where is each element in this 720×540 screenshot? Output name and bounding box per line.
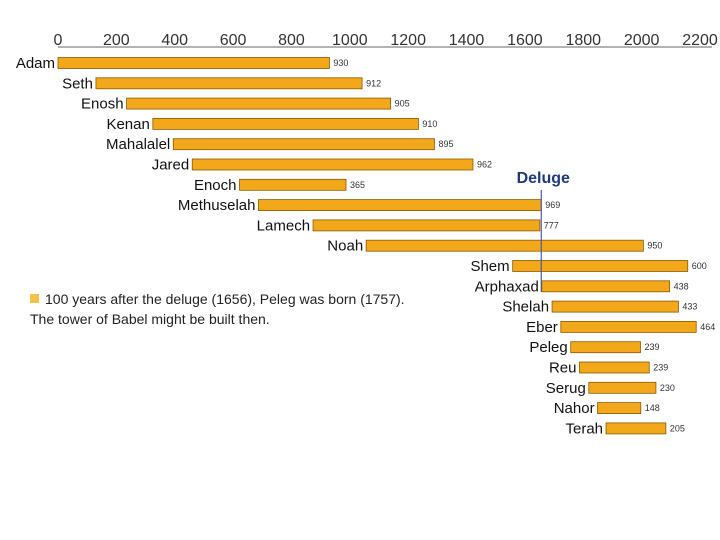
- name-label: Eber: [526, 319, 558, 336]
- x-tick-labels: 0 200 400 600 800 1000 1200 1400 1600 1800 2000 220…: [54, 32, 718, 49]
- name-label: Serug: [546, 380, 586, 397]
- x-tick-label: 200: [103, 32, 130, 49]
- bar-enoch: [239, 178, 347, 191]
- x-tick-label: 1800: [565, 32, 601, 49]
- name-label: Nahor: [554, 400, 595, 417]
- name-label: Shelah: [502, 299, 549, 316]
- x-tick-label: 400: [161, 32, 188, 49]
- bar-lamech: [312, 219, 541, 232]
- value-label: 910: [422, 119, 437, 129]
- value-label: 433: [682, 302, 697, 312]
- name-label: Reu: [549, 360, 577, 377]
- note-text: 100 years after the deluge (1656), Peleg…: [30, 289, 405, 329]
- x-tick-label: 1000: [332, 32, 368, 49]
- bar-enosh: [126, 97, 392, 110]
- bar-seth: [95, 77, 363, 90]
- value-label: 777: [544, 220, 559, 230]
- bar-jared: [191, 158, 474, 171]
- bar-terah: [605, 422, 667, 435]
- value-label: 239: [653, 363, 668, 373]
- bar-noah: [365, 239, 644, 252]
- name-label: Adam: [16, 55, 55, 72]
- bar-methuselah: [258, 199, 542, 212]
- value-label: 930: [333, 58, 348, 68]
- name-label: Noah: [327, 238, 363, 255]
- deluge-label: Deluge: [517, 170, 570, 187]
- value-label: 205: [670, 423, 685, 433]
- value-label: 950: [647, 241, 662, 251]
- name-label: Terah: [566, 420, 604, 437]
- value-label: 365: [350, 180, 365, 190]
- name-label: Enosh: [81, 96, 124, 113]
- name-label: Shem: [470, 258, 509, 275]
- note-line-2: The tower of Babel might be built then.: [30, 311, 270, 327]
- value-label: 464: [700, 322, 715, 332]
- annotations: Deluge: [517, 170, 570, 292]
- value-label: 600: [692, 261, 707, 271]
- name-label: Mahalalel: [106, 136, 170, 153]
- value-label: 239: [644, 342, 659, 352]
- x-tick-label: 2200: [682, 32, 718, 49]
- value-label: 962: [477, 160, 492, 170]
- bar-shem: [512, 260, 689, 272]
- x-tick-label: 600: [220, 32, 247, 49]
- name-label: Methuselah: [178, 197, 256, 214]
- x-tick-label: 0: [54, 32, 63, 49]
- bar-adam: [57, 57, 330, 69]
- bar-nahor: [597, 402, 642, 415]
- x-tick-label: 1600: [507, 32, 543, 49]
- name-label: Peleg: [529, 339, 567, 356]
- x-tick-label: 1200: [390, 32, 426, 49]
- value-label: 905: [395, 99, 410, 109]
- value-label: 912: [366, 78, 381, 88]
- bullet-icon: [30, 294, 39, 303]
- name-label: Arphaxad: [475, 278, 539, 295]
- name-label: Lamech: [257, 217, 310, 234]
- bar-kenan: [152, 118, 419, 130]
- x-tick-label: 800: [278, 32, 305, 49]
- note-line-1: 100 years after the deluge (1656), Peleg…: [30, 289, 405, 309]
- bar-serug: [588, 381, 657, 394]
- bar-reu: [579, 361, 650, 374]
- bar-eber: [560, 320, 697, 333]
- value-label: 969: [545, 200, 560, 210]
- name-label: Kenan: [106, 116, 149, 133]
- name-label: Jared: [152, 157, 190, 174]
- x-tick-label: 1400: [449, 32, 485, 49]
- name-label: Seth: [62, 75, 93, 92]
- bar-arphaxad: [541, 280, 671, 293]
- value-label: 438: [674, 281, 689, 291]
- bar-peleg: [570, 341, 641, 354]
- name-label: Enoch: [194, 177, 237, 194]
- bars: [57, 57, 697, 435]
- value-label: 148: [645, 403, 660, 413]
- value-label: 895: [438, 139, 453, 149]
- bar-mahalalel: [172, 138, 435, 151]
- bar-shelah: [551, 300, 679, 313]
- value-label: 230: [660, 383, 675, 393]
- x-tick-label: 2000: [624, 32, 660, 49]
